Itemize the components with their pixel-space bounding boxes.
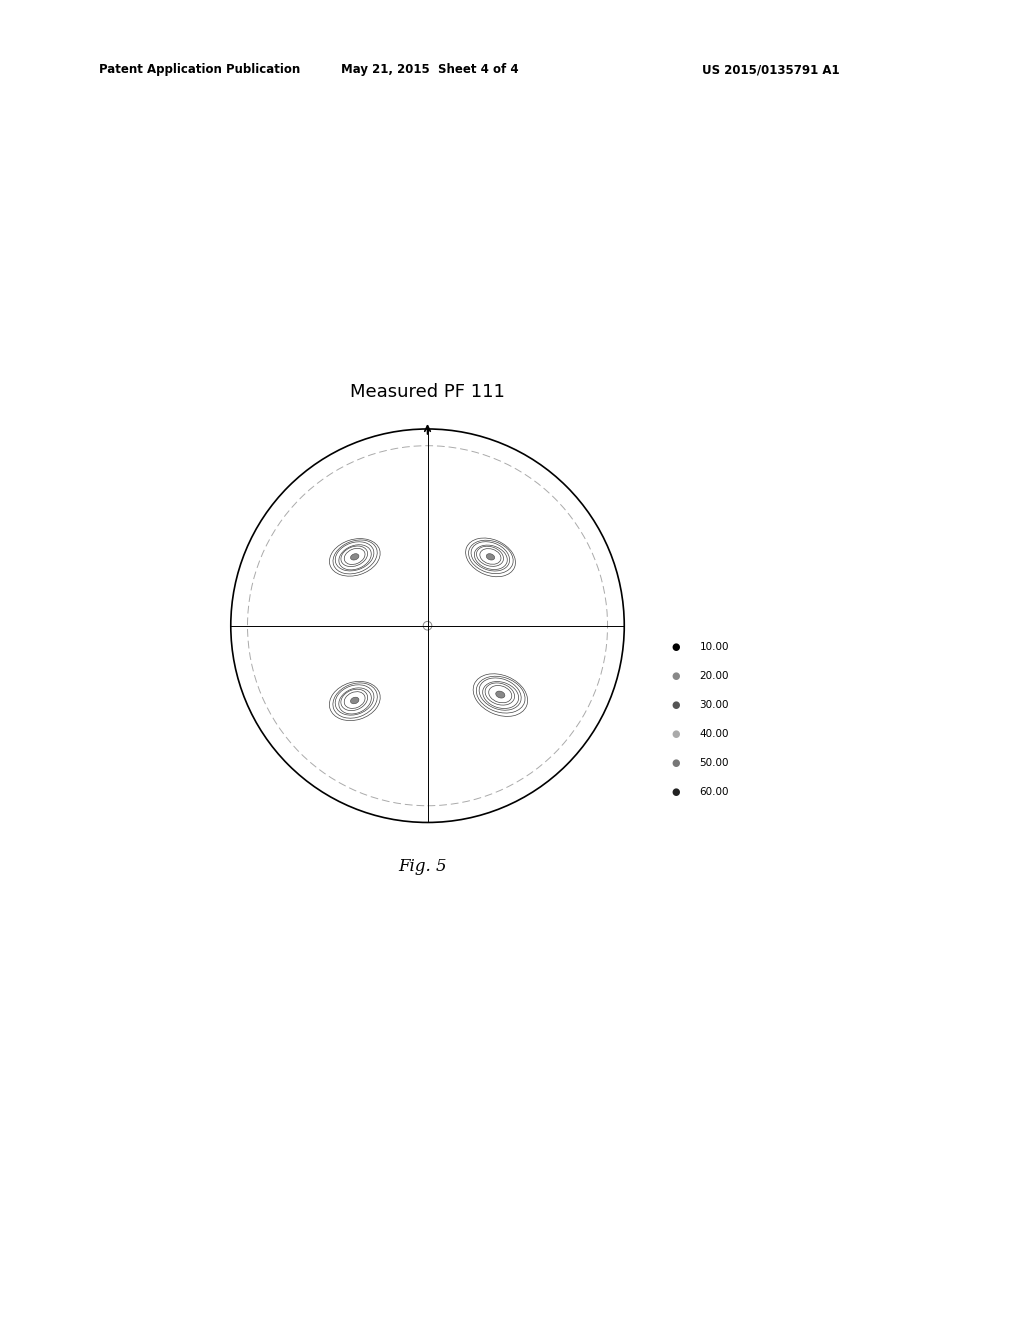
- Text: May 21, 2015  Sheet 4 of 4: May 21, 2015 Sheet 4 of 4: [341, 63, 519, 77]
- Text: 30.00: 30.00: [699, 700, 729, 710]
- Text: ●: ●: [672, 729, 680, 739]
- Text: Measured PF 111: Measured PF 111: [350, 383, 505, 401]
- Ellipse shape: [350, 697, 359, 704]
- Text: 60.00: 60.00: [699, 787, 729, 797]
- Text: ●: ●: [672, 758, 680, 768]
- Text: ●: ●: [672, 671, 680, 681]
- Text: 40.00: 40.00: [699, 729, 729, 739]
- Text: ●: ●: [672, 642, 680, 652]
- Ellipse shape: [496, 692, 505, 698]
- Ellipse shape: [486, 553, 495, 560]
- Text: 10.00: 10.00: [699, 642, 729, 652]
- Text: Patent Application Publication: Patent Application Publication: [99, 63, 301, 77]
- Text: 20.00: 20.00: [699, 671, 729, 681]
- Ellipse shape: [350, 553, 359, 560]
- Text: Fig. 5: Fig. 5: [398, 858, 447, 875]
- Text: ●: ●: [672, 700, 680, 710]
- Text: 50.00: 50.00: [699, 758, 729, 768]
- Text: ●: ●: [672, 787, 680, 797]
- Text: US 2015/0135791 A1: US 2015/0135791 A1: [702, 63, 840, 77]
